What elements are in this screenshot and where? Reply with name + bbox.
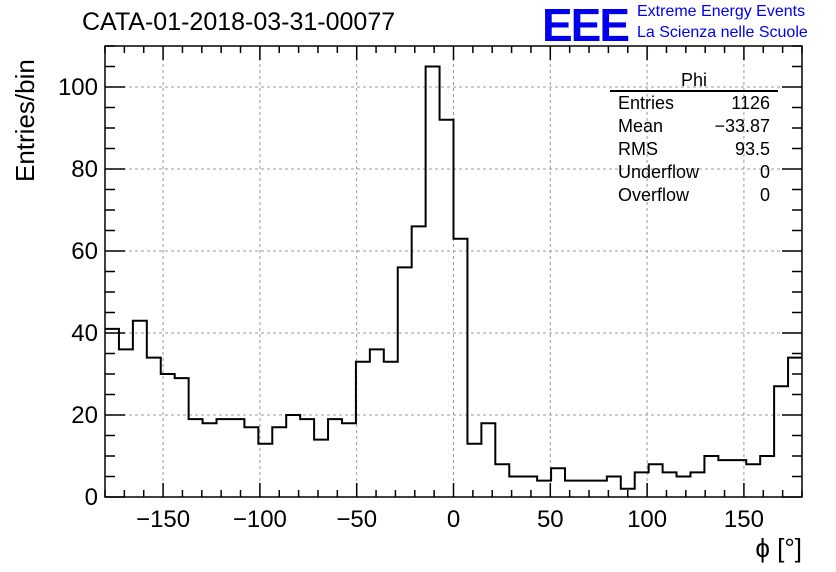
stats-row-entries: Entries 1126 bbox=[610, 92, 778, 115]
stats-row-rms: RMS 93.5 bbox=[610, 138, 778, 161]
y-tick-label: 60 bbox=[71, 238, 98, 265]
y-tick-label: 80 bbox=[71, 156, 98, 183]
stats-row-mean: Mean −33.87 bbox=[610, 115, 778, 138]
y-tick-label: 100 bbox=[58, 74, 98, 101]
histogram-line bbox=[105, 65, 802, 490]
x-tick-label: 0 bbox=[447, 506, 460, 533]
page-title: CATA-01-2018-03-31-00077 bbox=[82, 8, 396, 36]
stats-label: Entries bbox=[618, 93, 675, 113]
x-tick-label: 100 bbox=[627, 506, 667, 533]
stats-value: 0 bbox=[759, 162, 770, 182]
logo-caption-line1: Extreme Energy Events bbox=[637, 3, 806, 20]
x-tick-label: −50 bbox=[336, 506, 377, 533]
histogram-series bbox=[105, 65, 802, 490]
stats-label: Overflow bbox=[618, 185, 690, 205]
y-tick-label: 20 bbox=[71, 402, 98, 429]
x-tick-label: 150 bbox=[724, 506, 764, 533]
stats-label: RMS bbox=[618, 139, 658, 159]
eee-logo: EEE bbox=[542, 0, 630, 51]
stats-box: Phi Entries 1126 Mean −33.87 RMS 93.5 Under… bbox=[610, 70, 778, 207]
tick-labels: −150 −100 −50 0 50 100 150 0 20 40 60 80 100 bbox=[58, 74, 764, 533]
logo-caption-line2: La Scienza nelle Scuole bbox=[637, 24, 808, 41]
stats-label: Mean bbox=[618, 116, 664, 136]
x-tick-label: −100 bbox=[233, 506, 287, 533]
stats-title: Phi bbox=[610, 70, 778, 92]
stats-row-overflow: Overflow 0 bbox=[610, 184, 778, 207]
x-tick-label: −150 bbox=[136, 506, 190, 533]
stats-value: 93.5 bbox=[734, 139, 770, 159]
axes bbox=[104, 45, 803, 498]
y-tick-label: 0 bbox=[85, 484, 98, 511]
stats-label: Underflow bbox=[618, 162, 700, 182]
stats-row-underflow: Underflow 0 bbox=[610, 161, 778, 184]
y-tick-label: 40 bbox=[71, 320, 98, 347]
stats-value: 1126 bbox=[731, 93, 770, 113]
x-axis-label: ϕ [°] bbox=[755, 533, 802, 563]
x-tick-label: 50 bbox=[537, 506, 564, 533]
stats-value: −33.87 bbox=[714, 116, 770, 136]
y-axis-label: Entries/bin bbox=[10, 59, 40, 182]
stats-value: 0 bbox=[759, 185, 770, 205]
